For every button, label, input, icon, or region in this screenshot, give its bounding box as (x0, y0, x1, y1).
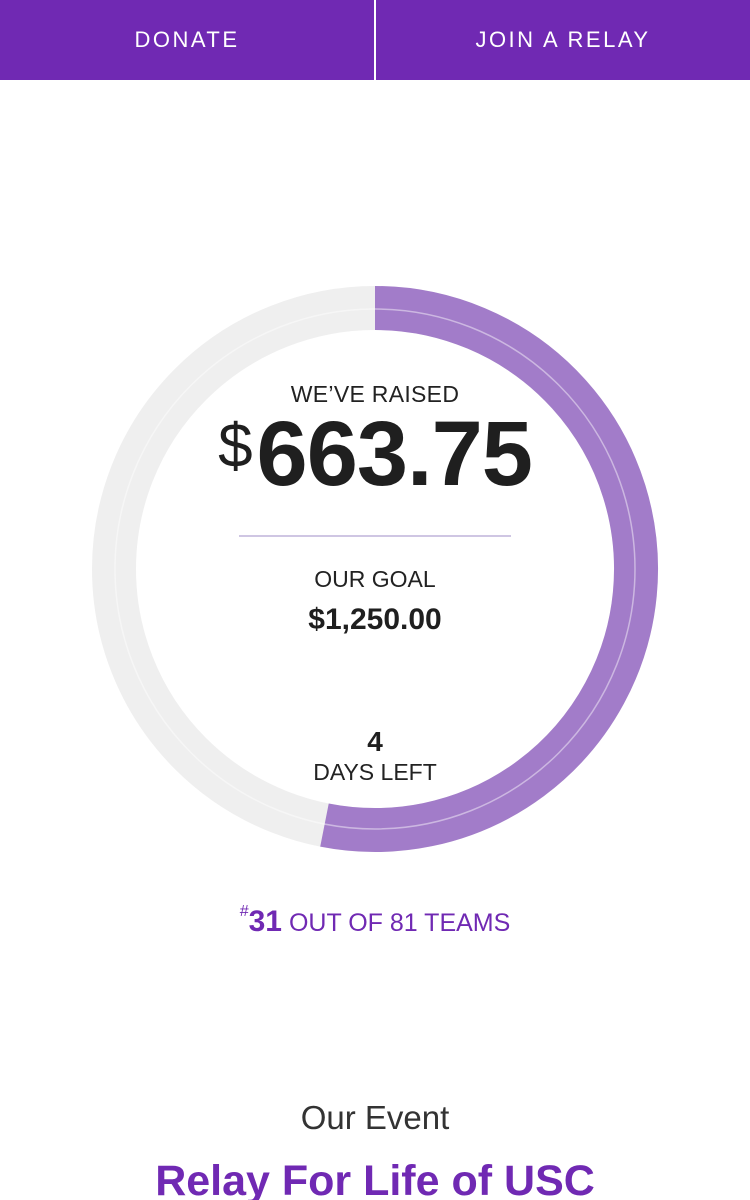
progress-ring-fill (320, 286, 658, 852)
event-label: Our Event (300, 1099, 450, 1136)
rank-number: 31 (248, 905, 282, 938)
team-rank: #31 OUT OF 81 TEAMS (0, 903, 750, 939)
raised-value: 663.75 (256, 403, 533, 505)
join-relay-button[interactable]: JOIN A RELAY (475, 27, 651, 52)
goal-divider (239, 535, 511, 537)
goal-label: OUR GOAL (314, 566, 436, 592)
rank-hash: # (239, 903, 249, 920)
raised-amount: $ 663.75 (0, 402, 750, 512)
topbar-divider (374, 0, 376, 80)
event-name[interactable]: Relay For Life of USC (155, 1157, 595, 1200)
raised-label: WE’VE RAISED (290, 381, 460, 407)
goal-value: $1,250.00 (308, 603, 442, 636)
days-left-value: 4 (367, 726, 383, 757)
rank-suffix: OUT OF 81 TEAMS (288, 909, 511, 937)
donate-button[interactable]: DONATE (134, 27, 240, 52)
days-left-label: DAYS LEFT (313, 759, 437, 785)
progress-ring-inner-line (114, 308, 636, 830)
raised-currency: $ (218, 412, 253, 481)
top-action-bar: DONATE JOIN A RELAY (0, 0, 750, 80)
